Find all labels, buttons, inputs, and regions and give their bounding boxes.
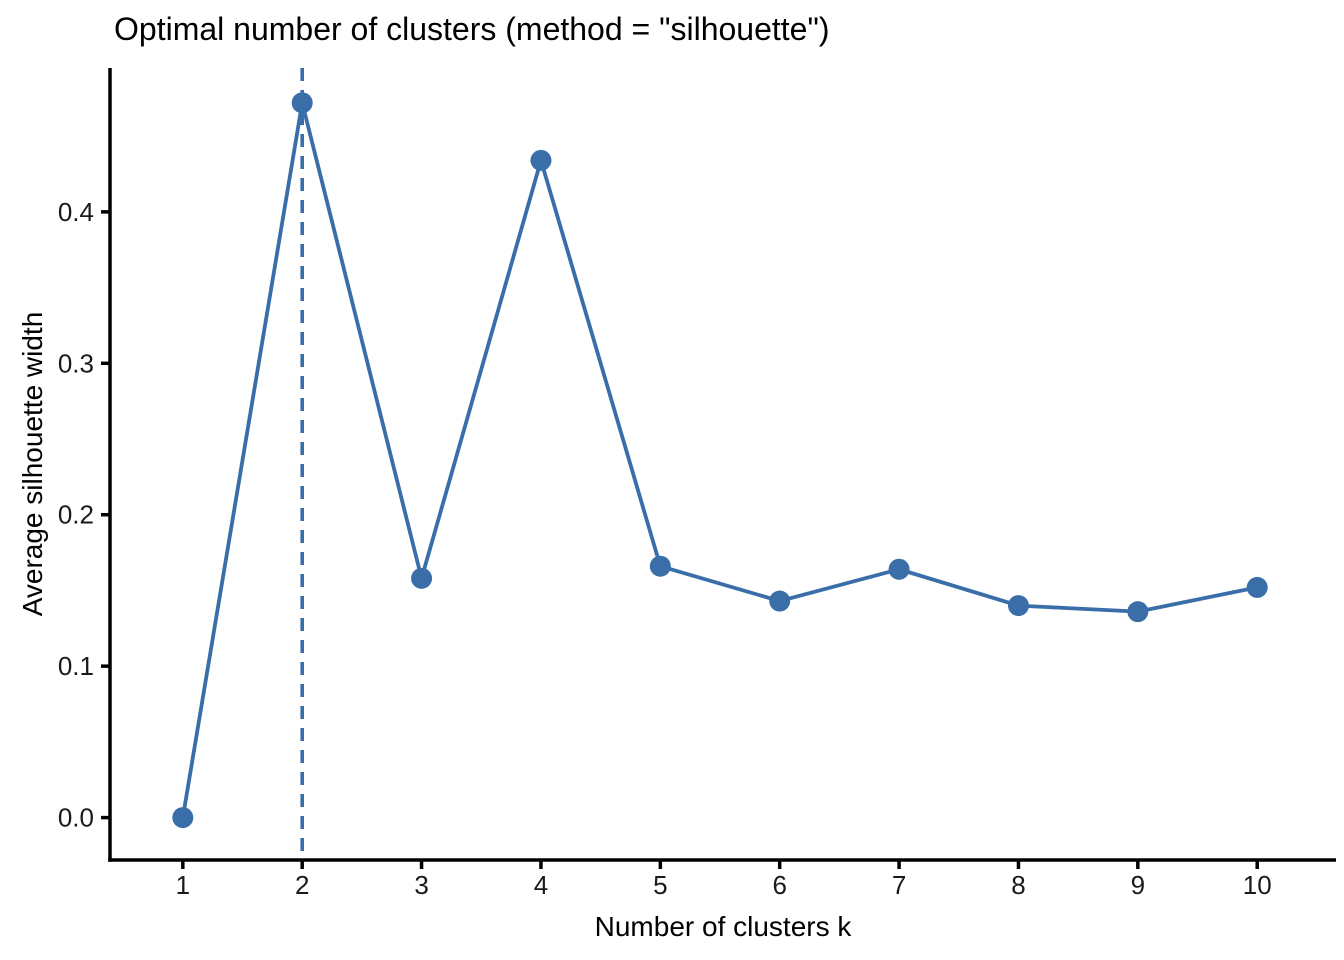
x-tick-label: 5 xyxy=(653,870,667,900)
x-tick-label: 1 xyxy=(176,870,190,900)
data-point xyxy=(1246,576,1268,598)
y-axis-title: Average silhouette width xyxy=(17,312,48,617)
data-point xyxy=(411,567,433,589)
data-point xyxy=(1127,601,1149,623)
y-tick-label: 0.1 xyxy=(58,651,94,681)
x-tick-label: 7 xyxy=(892,870,906,900)
x-tick-label: 3 xyxy=(414,870,428,900)
chart-title: Optimal number of clusters (method = "si… xyxy=(114,11,829,47)
y-tick-label: 0.0 xyxy=(58,803,94,833)
x-tick-label: 4 xyxy=(534,870,548,900)
data-point xyxy=(172,807,194,829)
y-tick-label: 0.2 xyxy=(58,500,94,530)
x-tick-label: 6 xyxy=(772,870,786,900)
data-point xyxy=(649,555,671,577)
data-point xyxy=(888,558,910,580)
data-point xyxy=(769,590,791,612)
data-point xyxy=(1007,595,1029,617)
y-tick-label: 0.3 xyxy=(58,348,94,378)
y-tick-label: 0.4 xyxy=(58,197,94,227)
chart-layers: 1 2 3 4 5 6 7 8 9 10 0.0 0.1 0.2 0.3 0.4 xyxy=(58,68,1336,900)
data-point xyxy=(291,92,313,114)
x-tick-label: 10 xyxy=(1243,870,1272,900)
x-tick-label: 8 xyxy=(1011,870,1025,900)
silhouette-line xyxy=(180,100,1260,820)
x-axis-title: Number of clusters k xyxy=(595,911,853,942)
x-tick-label: 2 xyxy=(295,870,309,900)
data-point xyxy=(530,149,552,171)
x-tick-label: 9 xyxy=(1131,870,1145,900)
